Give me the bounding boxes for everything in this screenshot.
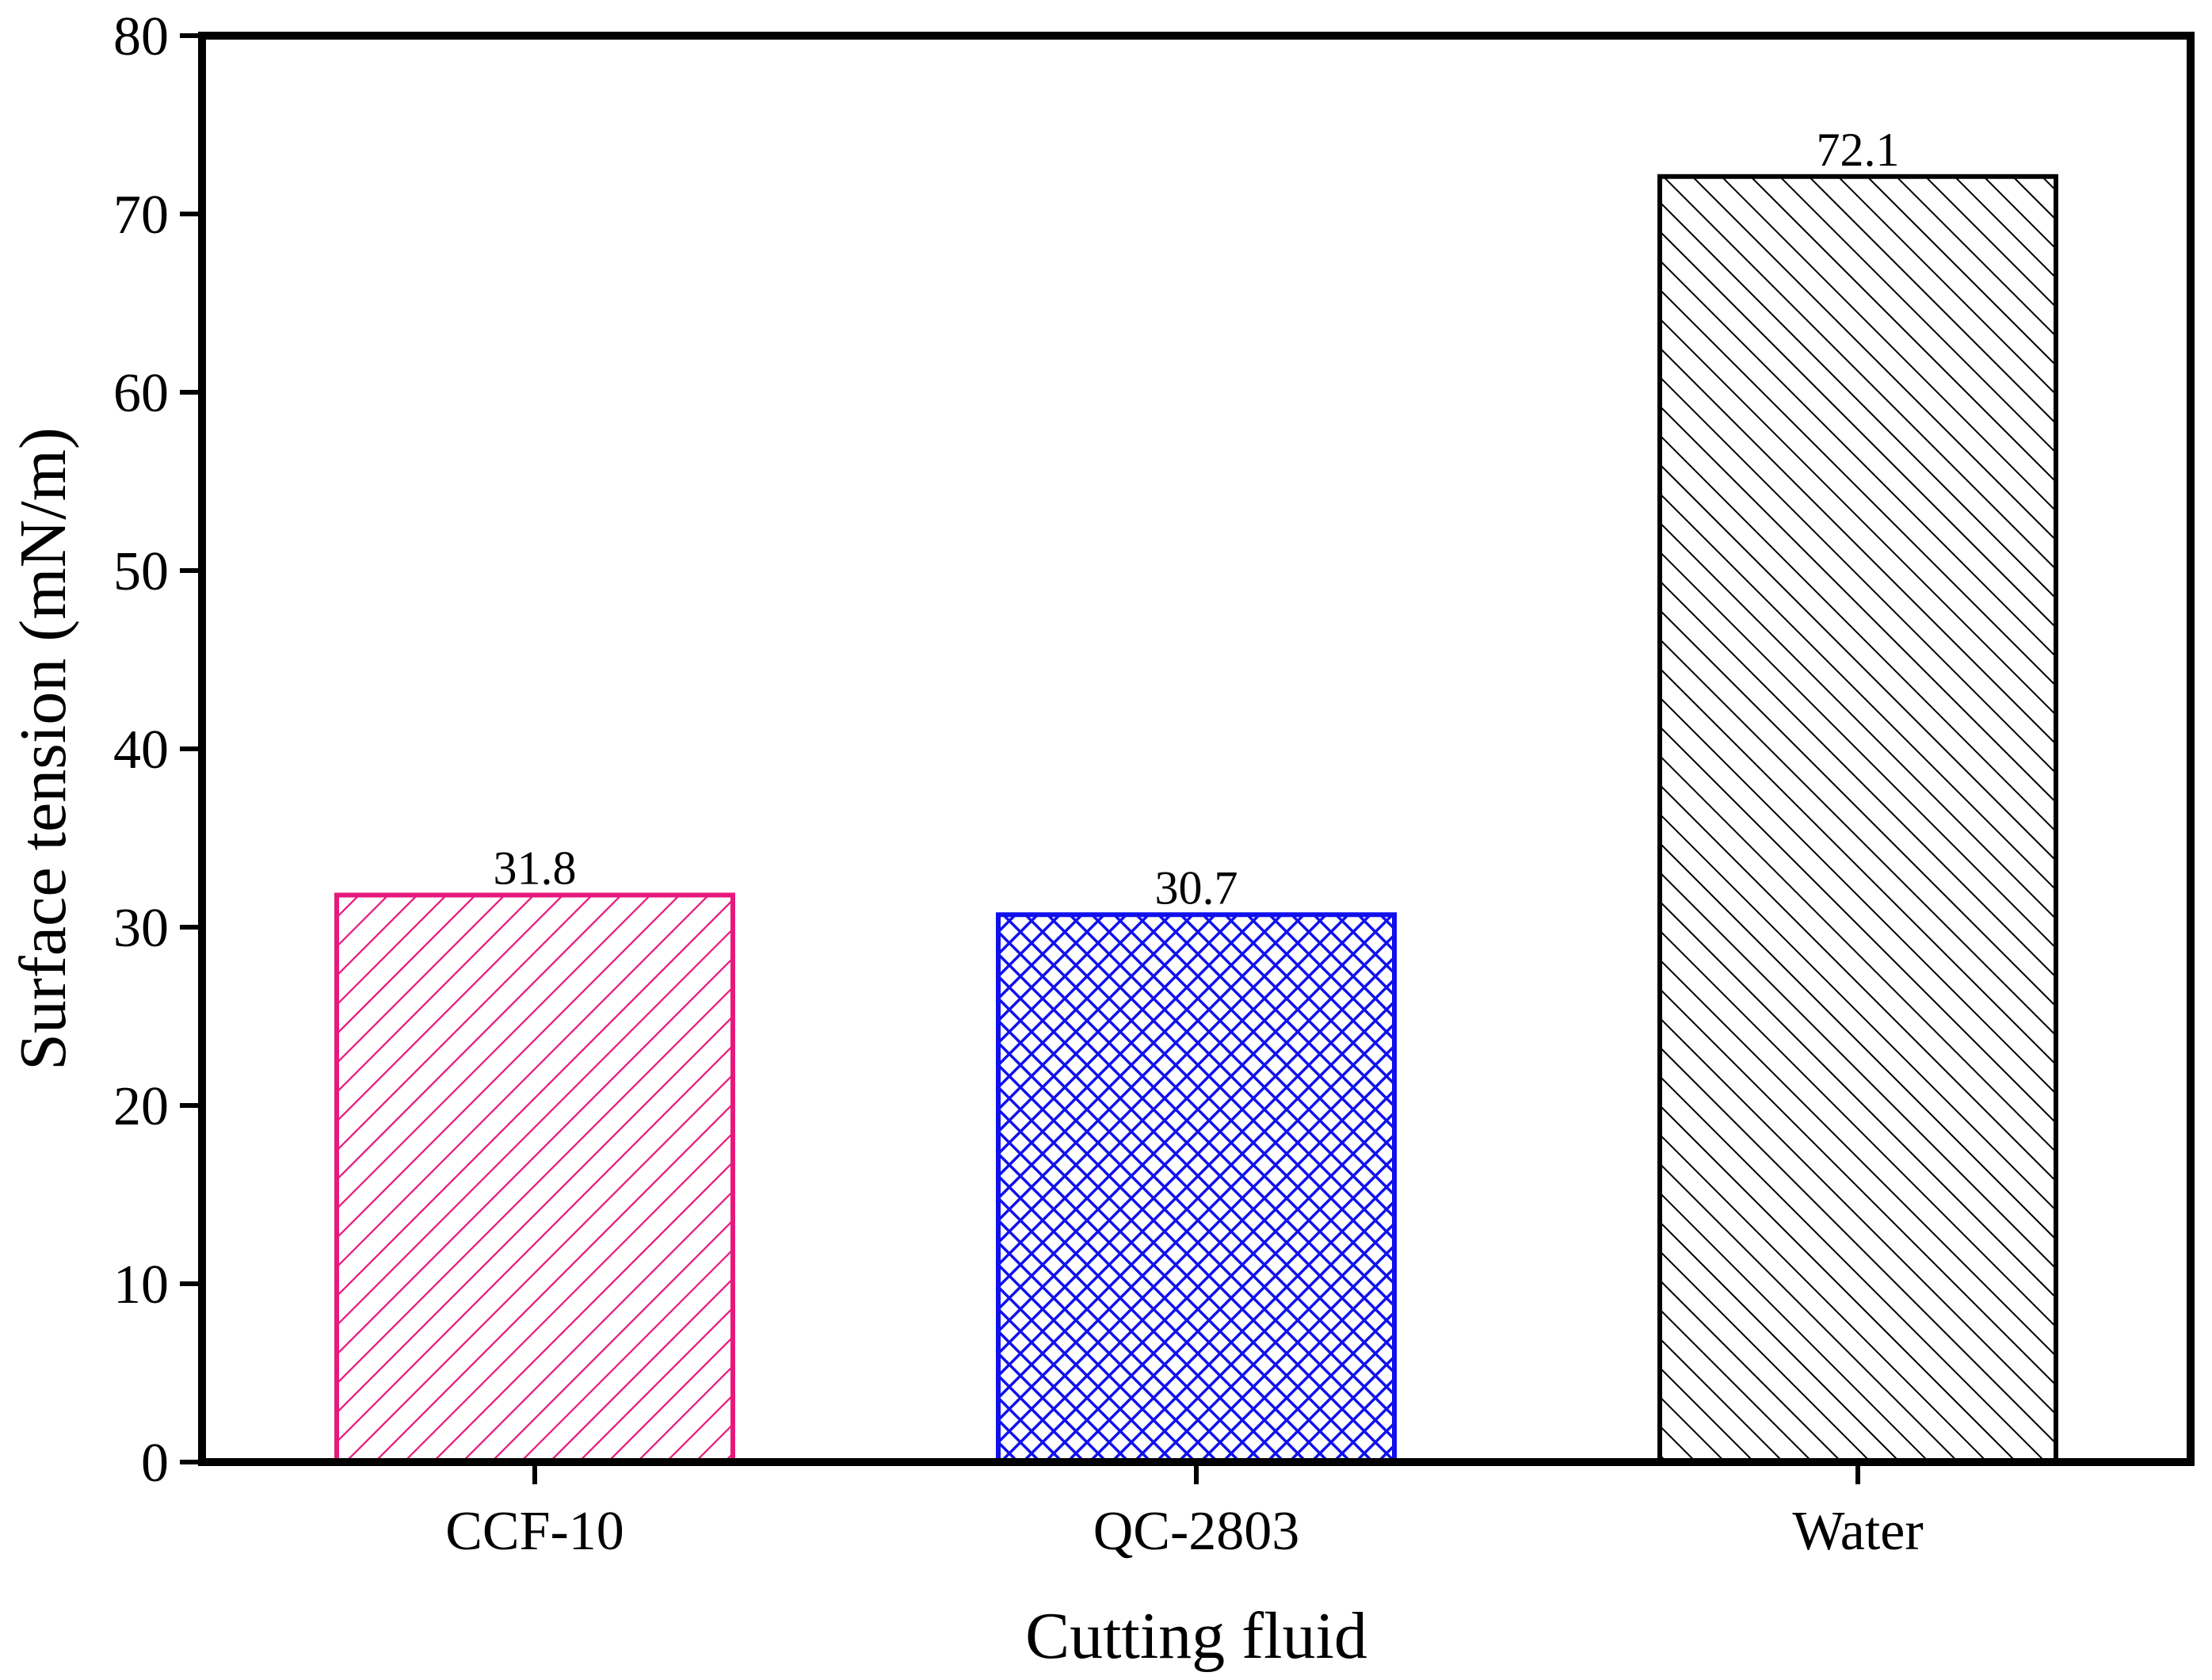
x-tick-label: QC-2803 [1093,1501,1300,1562]
y-tick-label: 70 [113,185,169,246]
value-label: 30.7 [1155,861,1238,914]
y-tick-label: 30 [113,898,169,959]
y-tick-label: 40 [113,720,169,781]
y-tick-label: 0 [141,1433,169,1494]
y-tick-label: 10 [113,1254,169,1315]
y-tick-label: 20 [113,1076,169,1137]
x-axis: CCF-10 QC-2803 Water [445,1462,1924,1562]
y-axis: 0 10 20 30 40 50 60 70 80 [113,6,202,1494]
bars-layer [334,174,2058,1464]
x-axis-title: Cutting fluid [1025,1599,1367,1673]
y-tick-label: 50 [113,541,169,602]
value-label: 72.1 [1817,124,1900,176]
x-tick-label: Water [1792,1501,1923,1562]
y-axis-title: Surface tension (mN/m) [6,427,80,1071]
value-labels-layer: 31.8 30.7 72.1 [494,124,1900,914]
value-label: 31.8 [494,842,577,895]
bar-qc-2803 [996,912,1397,1464]
bar-ccf-10 [334,892,735,1464]
bar-water [1657,174,2058,1464]
y-tick-label: 80 [113,6,169,67]
y-tick-label: 60 [113,363,169,424]
x-tick-label: CCF-10 [445,1501,624,1562]
